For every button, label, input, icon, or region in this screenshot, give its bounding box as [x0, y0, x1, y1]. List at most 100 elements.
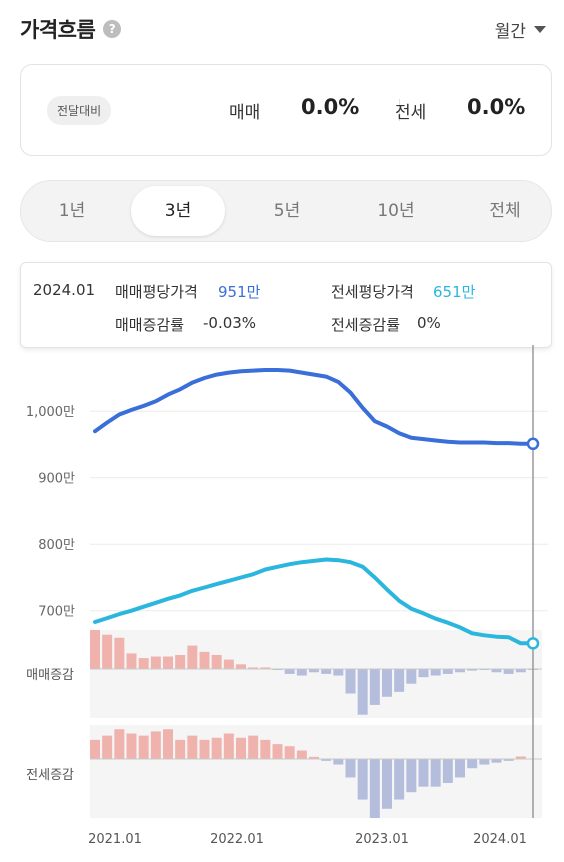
change-bar	[333, 669, 344, 676]
sale-price-value: 951만	[218, 283, 261, 301]
change-bar	[199, 651, 210, 669]
change-bar	[467, 759, 478, 769]
change-bar	[199, 739, 210, 759]
tab-10y[interactable]: 10년	[377, 201, 415, 221]
comparison-card: 전달대비 매매 0.0% 전세 0.0%	[20, 64, 552, 156]
change-bar	[163, 656, 173, 669]
change-bar	[284, 746, 295, 759]
change-bar	[357, 759, 368, 800]
x-tick-label: 2024.01	[473, 832, 527, 847]
tab-5y[interactable]: 5년	[273, 201, 301, 221]
change-bar	[382, 669, 392, 697]
change-bar	[296, 669, 307, 676]
change-bar	[321, 759, 332, 761]
sub-panel-label: 매매증감	[26, 668, 74, 683]
jeonse-price-label: 전세평당가격	[331, 283, 414, 301]
change-bar	[248, 667, 259, 669]
change-bar	[491, 759, 502, 763]
change-bar	[150, 731, 161, 759]
sale-marker	[526, 437, 540, 451]
change-bar	[236, 737, 246, 759]
change-bar	[515, 756, 526, 759]
tab-1y[interactable]: 1년	[58, 201, 86, 221]
header: 가격흐름 ? 월간	[20, 12, 546, 46]
change-bar	[345, 759, 356, 778]
tooltip-date: 2024.01	[33, 281, 96, 299]
x-tick-label: 2022.01	[210, 832, 264, 847]
change-bar	[503, 759, 514, 761]
y-tick-label: 1,000만	[26, 405, 75, 420]
change-bar	[479, 759, 490, 765]
sub-panel-label: 전세증감	[26, 768, 74, 783]
change-bar	[138, 735, 149, 759]
change-bar	[491, 669, 502, 673]
change-bar	[102, 634, 113, 669]
jeonse-label: 전세	[395, 103, 427, 123]
change-bar	[442, 669, 453, 674]
change-bar	[138, 658, 149, 669]
change-bar	[369, 759, 380, 818]
change-bar	[369, 669, 380, 705]
change-bar	[150, 656, 161, 669]
change-bar	[211, 654, 222, 669]
change-bar	[248, 735, 259, 759]
change-bar	[211, 737, 222, 759]
jeonse-price-value: 651만	[433, 283, 476, 301]
change-bar	[260, 667, 271, 669]
change-bar	[418, 759, 429, 787]
change-bar	[430, 669, 441, 676]
caret-down-icon	[534, 25, 546, 33]
change-bar	[455, 759, 465, 778]
y-tick-label: 800만	[38, 538, 75, 553]
comparison-badge: 전달대비	[47, 96, 112, 125]
change-bar	[467, 669, 478, 671]
change-bar	[309, 669, 319, 673]
change-bar	[406, 759, 417, 793]
tab-all[interactable]: 전체	[489, 201, 521, 221]
change-bar	[309, 756, 319, 759]
change-bar	[223, 659, 234, 669]
jeonse-marker	[526, 637, 540, 650]
sale-change-label: 매매증감률	[115, 316, 185, 334]
y-tick-label: 900만	[38, 472, 75, 487]
change-bar	[515, 669, 526, 673]
sale-price-label: 매매평당가격	[115, 283, 198, 301]
sale-change-rate: -0.03%	[203, 314, 257, 332]
sale-change-panel	[90, 630, 542, 718]
change-bar	[284, 669, 295, 674]
sale-price-line	[93, 368, 535, 446]
range-tabs: 1년 3년 5년 10년 전체	[20, 180, 552, 242]
change-bar	[382, 759, 392, 809]
change-bar	[406, 669, 417, 684]
change-bar	[126, 653, 137, 669]
question-icon[interactable]: ?	[103, 20, 122, 38]
jeonse-price-line	[93, 557, 535, 646]
change-bar	[333, 759, 344, 765]
divider	[399, 99, 400, 121]
change-bar	[442, 759, 453, 783]
change-bar	[455, 669, 465, 673]
jeonse-change-rate: 0%	[417, 314, 441, 332]
change-bar	[126, 733, 137, 759]
jeonse-change-label: 전세증감률	[331, 316, 401, 334]
page-title: 가격흐름	[20, 18, 96, 42]
change-bar	[114, 637, 125, 669]
change-bar	[503, 669, 514, 674]
change-bar	[175, 739, 186, 759]
change-bar	[90, 739, 100, 759]
change-bar	[114, 729, 125, 759]
change-bar	[260, 739, 271, 759]
change-bar	[223, 733, 234, 759]
change-bar	[175, 654, 186, 669]
change-bar	[102, 735, 113, 759]
change-bar	[357, 669, 368, 715]
change-bar	[430, 759, 441, 787]
change-bar	[236, 664, 246, 669]
change-bar	[90, 630, 100, 669]
tab-3y[interactable]: 3년	[131, 186, 225, 236]
x-tick-label: 2021.01	[88, 832, 142, 847]
sale-change-value: 0.0%	[301, 95, 360, 119]
period-dropdown[interactable]: 월간	[495, 17, 546, 42]
change-bar	[272, 744, 283, 759]
